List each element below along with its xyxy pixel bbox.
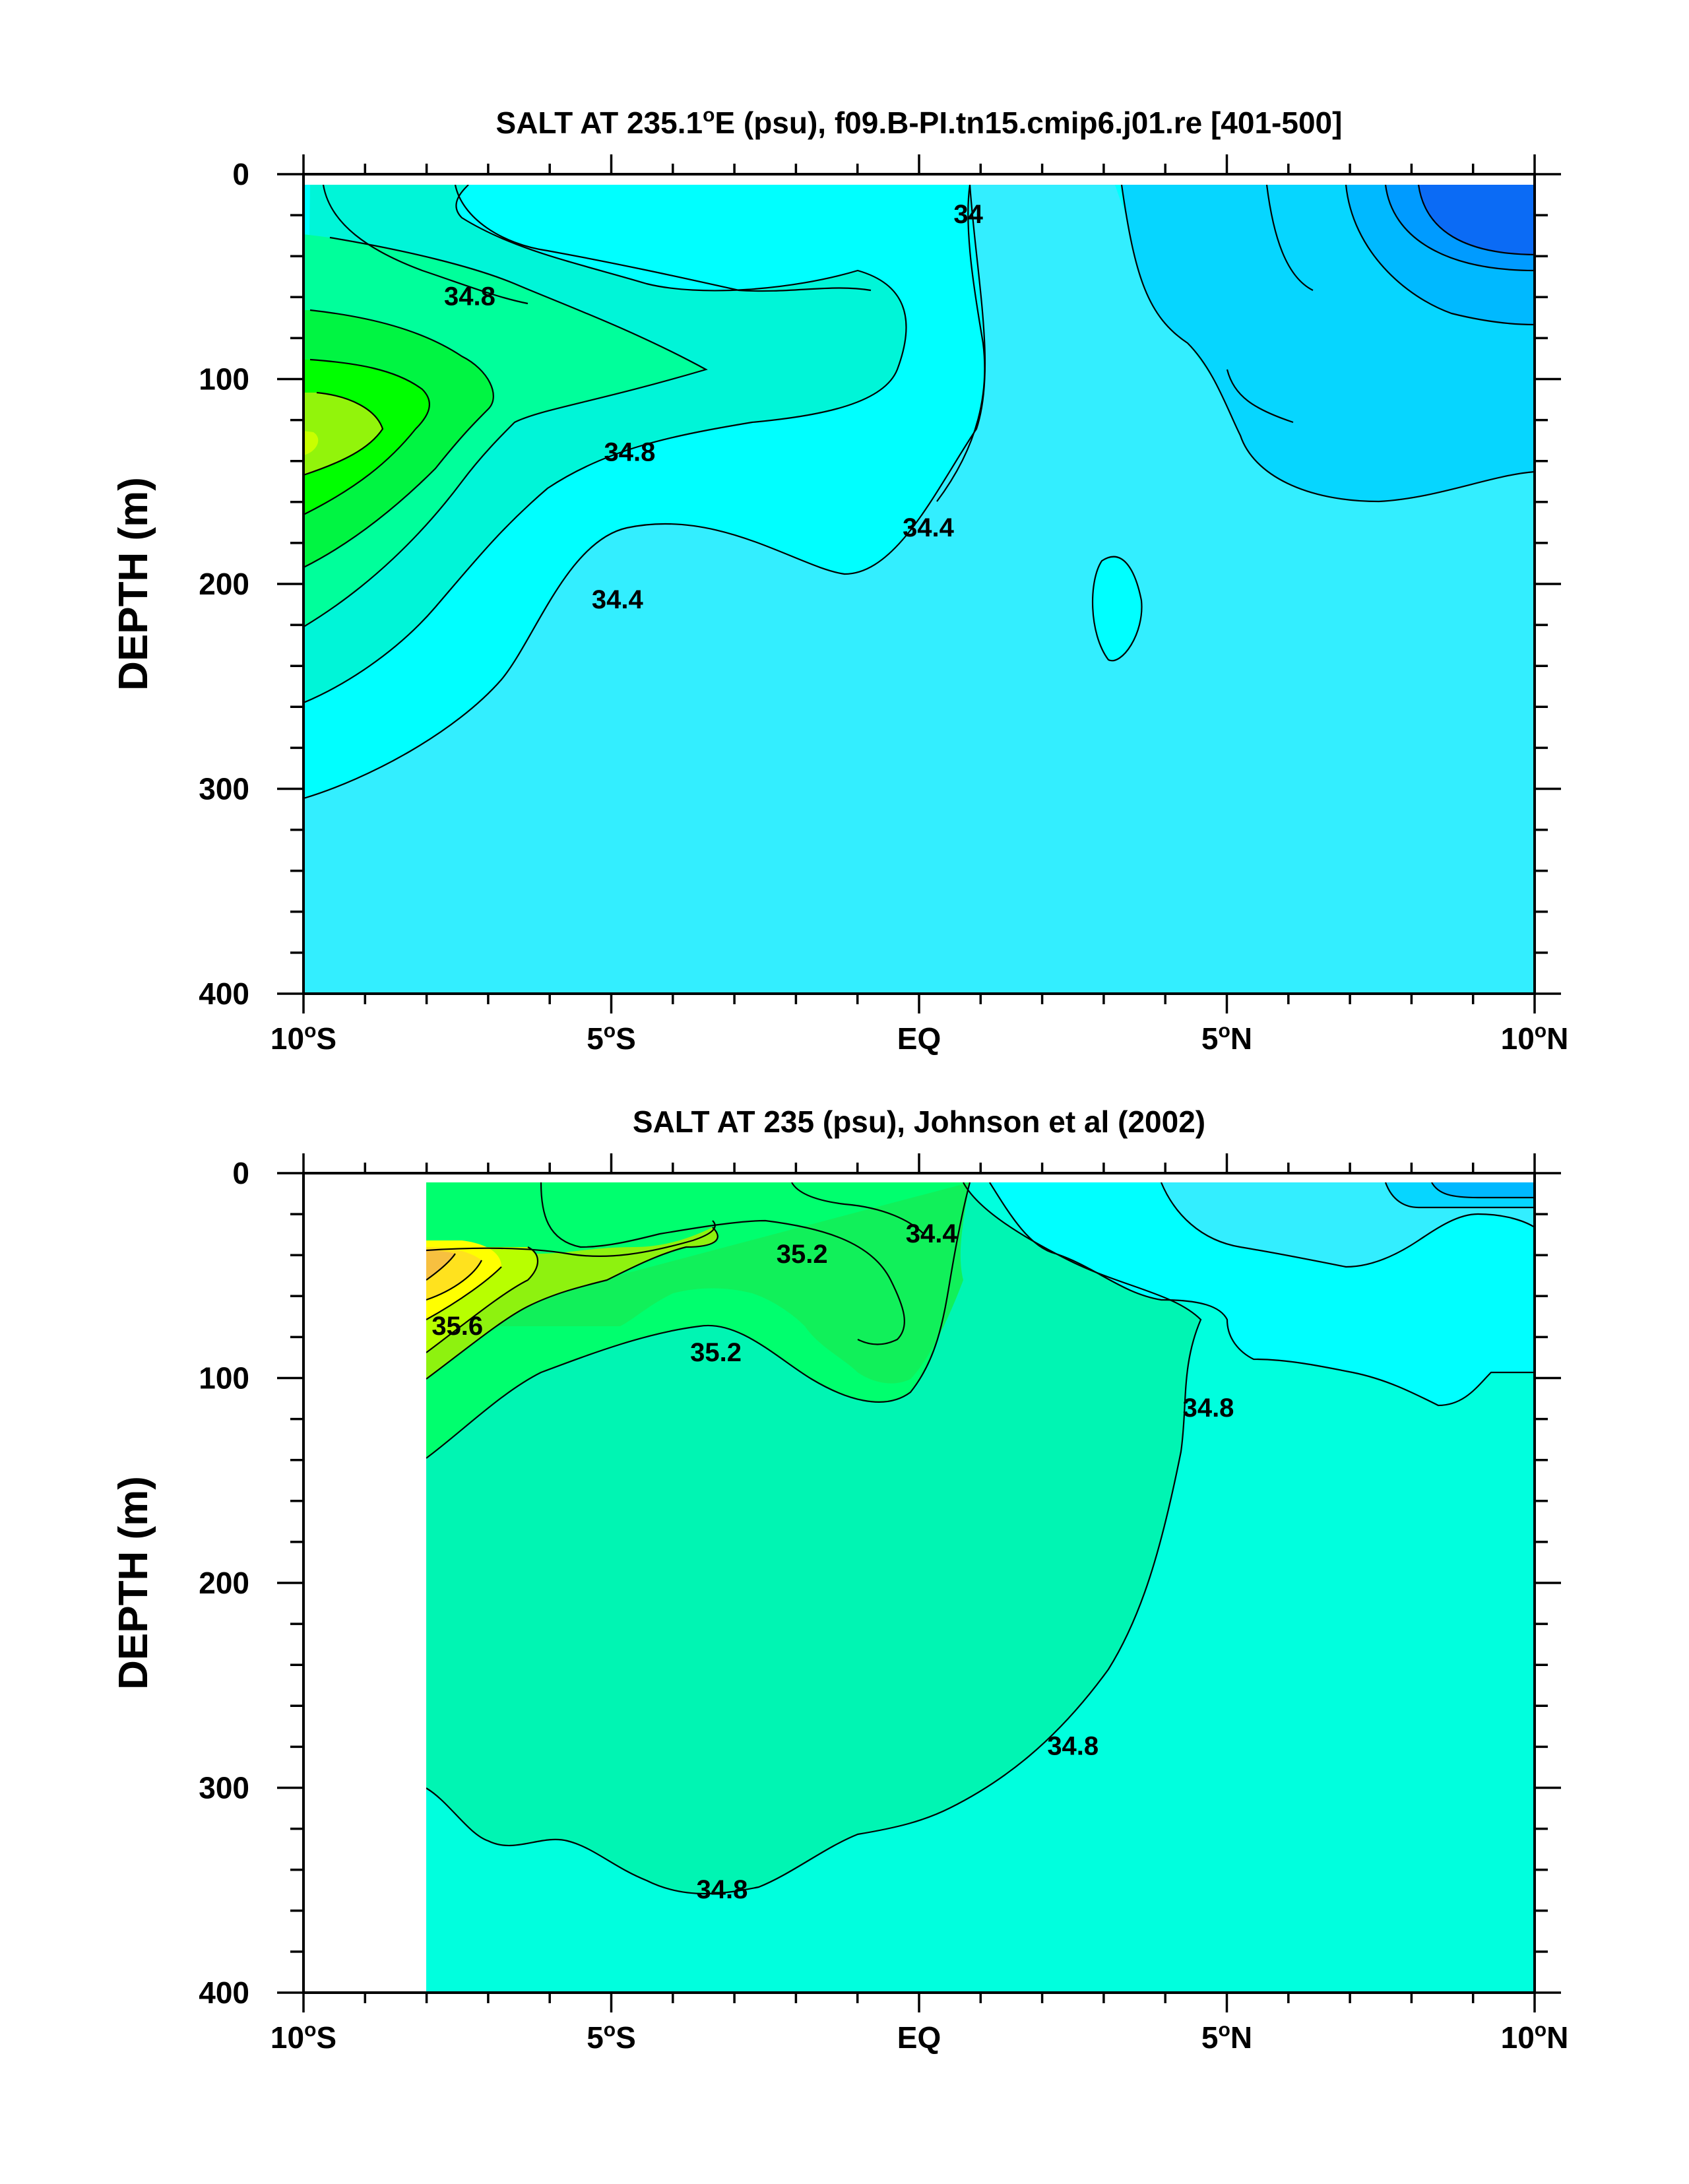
contour-label: 34.4 <box>906 1219 958 1248</box>
panel-model: SALT AT 235.1oE (psu), f09.B-PI.tn15.cmi… <box>111 104 1568 1056</box>
panel-2-y-axis-label: DEPTH (m) <box>111 1476 156 1690</box>
x-tick-label: 5oN <box>1201 1020 1252 1056</box>
y-tick-label: 300 <box>199 772 249 806</box>
panel-1-x-tick-labels: 10oS 5oS EQ 5oN 10oN <box>271 1020 1568 1056</box>
contour-label: 34.8 <box>444 282 495 311</box>
x-tick-label: 10oS <box>271 2019 336 2055</box>
y-tick-label: 300 <box>199 1771 249 1805</box>
contour-label: 34.8 <box>1183 1394 1234 1423</box>
x-tick-label: EQ <box>897 1021 941 1056</box>
contour-label: 34.8 <box>604 437 656 466</box>
x-tick-label: 10oN <box>1501 2019 1569 2055</box>
x-tick-label: 10oS <box>271 1020 336 1056</box>
panel-1-filled-contours <box>303 174 1535 994</box>
panel-1-contour-labels: 34.8 34.8 34.4 34.4 34 <box>444 200 984 614</box>
contour-label: 35.2 <box>690 1338 742 1367</box>
contour-label: 35.2 <box>777 1240 828 1269</box>
x-tick-label: 10oN <box>1501 1020 1569 1056</box>
panel-2-x-tick-labels: 10oS 5oS EQ 5oN 10oN <box>271 2019 1568 2055</box>
contour-label: 34.4 <box>903 513 955 542</box>
panel-1-y-tick-labels: 0 100 200 300 400 <box>199 157 249 1011</box>
panel-2-filled-contours <box>303 1173 1535 1993</box>
y-tick-label: 0 <box>232 157 249 191</box>
y-tick-label: 400 <box>199 977 249 1011</box>
y-tick-label: 200 <box>199 567 249 601</box>
panel-2-y-tick-labels: 0 100 200 300 400 <box>199 1156 249 2010</box>
x-tick-label: EQ <box>897 2020 941 2055</box>
panel-1-title: SALT AT 235.1oE (psu), f09.B-PI.tn15.cmi… <box>496 104 1343 140</box>
panel-2-title: SALT AT 235 (psu), Johnson et al (2002) <box>633 1105 1205 1139</box>
panel-1-y-axis-label: DEPTH (m) <box>111 477 156 691</box>
y-tick-label: 100 <box>199 1361 249 1396</box>
panel-observations: SALT AT 235 (psu), Johnson et al (2002) <box>111 1105 1568 2055</box>
panel-2-contour-labels: 35.2 35.6 35.2 34.8 34.8 34.8 34.4 <box>431 1219 1234 1904</box>
y-tick-label: 0 <box>232 1156 249 1190</box>
y-tick-label: 200 <box>199 1566 249 1600</box>
contour-label: 34.8 <box>697 1875 748 1904</box>
panel-1-ticks <box>277 154 1561 1013</box>
x-tick-label: 5oS <box>587 2019 636 2055</box>
contour-label: 34 <box>953 200 983 229</box>
contour-label: 34.4 <box>592 585 644 614</box>
contour-label: 35.6 <box>431 1312 483 1341</box>
y-tick-label: 400 <box>199 1975 249 2010</box>
panel-2-ticks <box>277 1153 1561 2012</box>
contour-label: 34.8 <box>1047 1731 1099 1760</box>
x-tick-label: 5oN <box>1201 2019 1252 2055</box>
x-tick-label: 5oS <box>587 1020 636 1056</box>
y-tick-label: 100 <box>199 362 249 397</box>
